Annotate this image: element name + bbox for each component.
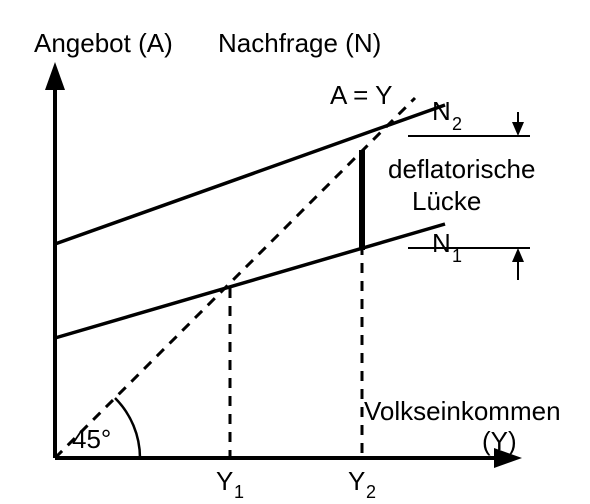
- label-a-equals-y: A = Y: [330, 80, 392, 110]
- label-n1: N: [432, 228, 451, 258]
- y-axis-title-2: Nachfrage (N): [218, 28, 381, 58]
- label-n2: N: [432, 96, 451, 126]
- label-gap-line2: Lücke: [412, 186, 481, 216]
- label-y1: Y: [216, 466, 233, 496]
- line-n2: [55, 105, 445, 244]
- y-axis-arrowhead: [45, 62, 65, 90]
- gap-arrow-down-head: [512, 122, 524, 136]
- y-axis-title: Angebot (A): [34, 28, 173, 58]
- label-y1-sub: 1: [234, 482, 244, 502]
- label-gap-line1: deflatorische: [388, 154, 535, 184]
- x-axis-title-2: (Y): [482, 426, 517, 456]
- label-y2-sub: 2: [366, 482, 376, 502]
- label-angle: 45°: [72, 424, 111, 454]
- line-n1: [55, 224, 445, 338]
- label-n2-sub: 2: [452, 114, 462, 134]
- x-axis-title-1: Volkseinkommen: [364, 396, 561, 426]
- label-n1-sub: 1: [452, 246, 462, 266]
- gap-arrow-up-head: [512, 248, 524, 262]
- angle-arc: [115, 398, 140, 458]
- label-y2: Y: [348, 466, 365, 496]
